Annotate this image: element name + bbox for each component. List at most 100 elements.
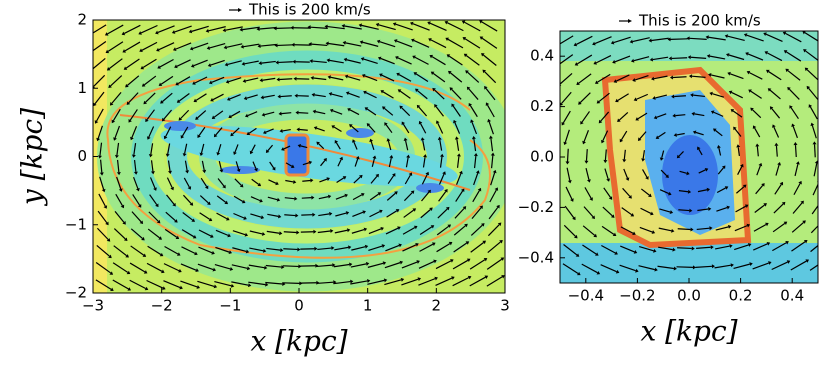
velocity-arrow (232, 247, 247, 253)
arrow-head (445, 206, 450, 211)
velocity-arrow (282, 282, 300, 284)
arrow-head (141, 83, 146, 87)
arrow-head (279, 231, 283, 236)
arrow-head (196, 285, 201, 289)
arrow-head (589, 197, 593, 201)
arrow-head (416, 104, 421, 109)
arrow-head (176, 99, 181, 103)
arrow-head (410, 21, 414, 26)
velocity-arrow (199, 212, 211, 220)
arrow-head (239, 183, 244, 188)
arrow-head (787, 87, 791, 91)
arrow-head (225, 79, 230, 84)
arrow-head (649, 57, 654, 62)
arrow-head (610, 40, 615, 45)
velocity-arrow (344, 25, 362, 30)
velocity-arrow (383, 107, 394, 116)
velocity-arrow (786, 51, 802, 62)
arrow-head (376, 39, 381, 44)
velocity-arrow (198, 229, 212, 237)
arrow-head (160, 100, 164, 104)
velocity-arrow (604, 149, 607, 161)
arrow-head (258, 61, 262, 66)
arrow-head (259, 78, 263, 83)
arrow-head (212, 267, 217, 272)
velocity-arrow (333, 280, 351, 285)
velocity-arrow (585, 149, 588, 161)
velocity-arrow (184, 143, 188, 154)
velocity-arrow (632, 37, 650, 43)
velocity-arrow (633, 56, 650, 62)
velocity-arrow (438, 191, 447, 202)
arrow-head (349, 262, 353, 267)
velocity-arrow (402, 226, 416, 235)
velocity-arrow (310, 26, 328, 30)
velocity-arrow (180, 109, 190, 119)
velocity-arrow (148, 211, 159, 222)
velocity-arrow (712, 93, 725, 98)
arrow-head (451, 103, 455, 108)
velocity-arrow (259, 26, 277, 30)
arrow-head (744, 204, 749, 208)
velocity-arrow (578, 73, 592, 84)
arrow-head (401, 121, 406, 126)
arrow-head (653, 115, 658, 120)
arrow-head (651, 76, 655, 81)
velocity-arrow (602, 130, 609, 141)
arrow-head (153, 187, 157, 191)
arrow-head (210, 234, 214, 238)
velocity-arrow (147, 228, 160, 239)
velocity-arrow (419, 243, 434, 252)
velocity-arrow (430, 39, 447, 49)
arrow-head (584, 160, 589, 164)
arrow-head (210, 97, 214, 102)
arrow-head (724, 186, 729, 190)
velocity-arrow (676, 132, 685, 136)
arrow-head (103, 205, 108, 209)
arrow-head (275, 60, 279, 65)
velocity-arrow (361, 24, 379, 30)
arrow-head (447, 224, 452, 228)
arrow-head (386, 138, 391, 142)
velocity-arrow (469, 105, 478, 118)
arrow-head (499, 240, 503, 244)
arrow-head (364, 107, 369, 111)
velocity-arrow (313, 77, 327, 81)
arrow-head (96, 137, 101, 142)
velocity-arrow (422, 157, 426, 168)
velocity-arrow (214, 281, 232, 287)
velocity-arrow (734, 128, 742, 137)
arrow-head (308, 160, 313, 165)
y-tick-label: −2 (65, 284, 87, 302)
velocity-arrow (435, 277, 453, 286)
velocity-arrow (353, 141, 358, 150)
velocity-arrow (734, 244, 749, 251)
arrow-head (277, 94, 281, 99)
arrow-head (257, 44, 261, 49)
x-tick-label: 0.4 (780, 287, 804, 305)
velocity-arrow (639, 226, 653, 233)
velocity-arrow (810, 244, 818, 253)
arrow-head (691, 111, 695, 116)
velocity-arrow (603, 187, 611, 198)
velocity-arrow (399, 90, 411, 99)
velocity-arrow (107, 41, 124, 52)
arrow-head (348, 245, 352, 250)
velocity-arrow (247, 111, 258, 117)
velocity-arrow (234, 178, 242, 186)
arrow-head (560, 102, 564, 106)
arrow-head (603, 159, 608, 164)
arrow-head (591, 215, 596, 220)
velocity-arrow (622, 187, 631, 197)
arrow-head (239, 27, 243, 32)
plot-area (560, 31, 818, 283)
velocity-arrow (473, 155, 477, 169)
arrow-head (159, 252, 164, 257)
arrow-head (767, 88, 772, 92)
arrow-head (721, 165, 726, 170)
velocity-arrow (487, 241, 501, 253)
velocity-arrow (395, 23, 413, 31)
velocity-arrow (640, 207, 652, 214)
arrow-head (139, 220, 144, 225)
velocity-arrow (278, 61, 293, 64)
